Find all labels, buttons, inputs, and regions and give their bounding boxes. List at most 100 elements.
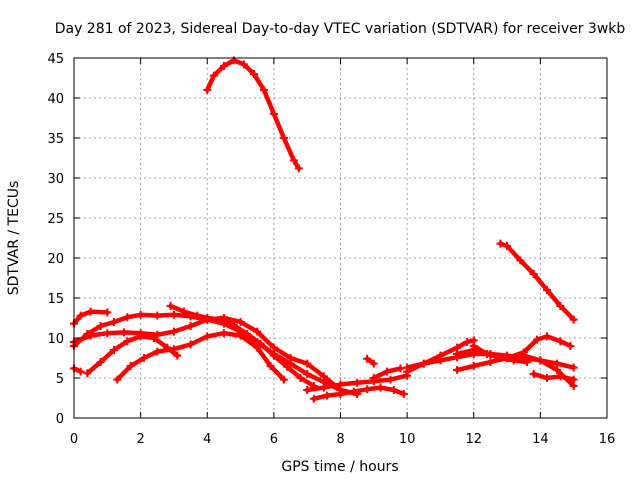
data-point (169, 327, 178, 336)
data-point (136, 310, 145, 319)
x-tick-label: 14 (532, 432, 549, 447)
series-track-9 (166, 302, 318, 390)
x-tick-label: 6 (270, 432, 278, 447)
data-series (70, 56, 578, 403)
data-point (303, 370, 312, 378)
x-tick-label: 4 (203, 432, 211, 447)
series-track-18 (469, 342, 532, 366)
x-tick-label: 2 (136, 432, 144, 447)
data-point (169, 345, 178, 354)
data-point (553, 366, 562, 374)
data-point (269, 110, 278, 118)
data-point (529, 370, 538, 378)
data-point (289, 156, 298, 165)
data-point (153, 311, 162, 320)
data-point (486, 358, 495, 366)
axes: 0 2 4 6 8 10 12 14 16 0 5 10 15 20 25 30 35 40 45 (47, 52, 615, 447)
data-point (249, 70, 258, 78)
data-point (566, 342, 575, 350)
data-point (363, 354, 372, 363)
data-point (369, 359, 378, 368)
data-point (139, 354, 148, 362)
data-point (126, 362, 135, 370)
data-point (303, 386, 312, 394)
data-point (283, 362, 292, 371)
data-point (353, 378, 362, 387)
data-point (173, 351, 182, 360)
series-line (498, 241, 576, 322)
data-point (543, 286, 552, 294)
y-tick-label: 40 (47, 92, 64, 107)
data-point (453, 350, 462, 358)
data-point (376, 383, 385, 392)
data-point (543, 374, 552, 382)
series-track-6 (70, 364, 85, 376)
data-point (193, 311, 202, 320)
data-point (319, 383, 328, 392)
series-line (71, 309, 110, 326)
y-tick-label: 15 (47, 292, 64, 307)
data-point (186, 340, 195, 349)
data-point (153, 347, 162, 356)
data-point (76, 367, 85, 376)
data-point (533, 335, 542, 344)
data-point (169, 310, 178, 319)
data-point (186, 322, 195, 330)
data-point (113, 375, 122, 384)
data-point (203, 86, 212, 94)
data-point (96, 322, 105, 330)
series-track-10 (309, 383, 408, 403)
series-track-19 (529, 370, 578, 384)
series-track-7 (83, 332, 182, 378)
series-track-8 (113, 329, 288, 384)
data-point (256, 339, 265, 348)
series-line (115, 330, 287, 382)
data-point (239, 60, 248, 69)
data-point (386, 375, 395, 384)
data-point (556, 372, 565, 381)
data-point (236, 318, 245, 326)
data-point (469, 342, 478, 350)
data-point (516, 256, 525, 265)
data-point (219, 329, 228, 338)
data-point (279, 375, 288, 384)
x-tick-label: 16 (599, 432, 616, 447)
data-point (523, 358, 532, 366)
data-point (76, 311, 85, 320)
data-point (96, 358, 105, 366)
data-point (203, 332, 212, 341)
x-tick-label: 10 (399, 432, 416, 447)
data-point (403, 363, 412, 372)
data-point (209, 71, 218, 80)
y-axis-label: SDTVAR / TECUs (6, 181, 22, 296)
data-point (109, 318, 118, 326)
data-point (436, 356, 445, 365)
x-tick-label: 8 (336, 432, 344, 447)
data-point (336, 380, 345, 389)
data-point (103, 329, 112, 338)
data-point (236, 331, 245, 340)
data-point (83, 330, 92, 338)
data-point (119, 328, 128, 337)
data-point (229, 321, 238, 330)
data-point (253, 327, 262, 336)
data-point (309, 394, 318, 403)
series-track-2 (496, 239, 578, 324)
data-point (266, 362, 275, 370)
data-point (399, 390, 408, 398)
data-point (336, 390, 345, 398)
data-point (569, 363, 578, 372)
data-point (569, 315, 578, 324)
series-line (85, 334, 180, 376)
data-point (149, 334, 158, 342)
y-tick-label: 45 (47, 52, 64, 67)
data-point (383, 367, 392, 376)
data-point (469, 362, 478, 370)
x-tick-label: 0 (70, 432, 78, 447)
data-point (83, 369, 92, 378)
series-track-12 (363, 354, 378, 368)
data-point (496, 239, 505, 248)
y-tick-label: 25 (47, 212, 64, 227)
y-tick-label: 10 (47, 332, 64, 347)
data-point (349, 387, 358, 396)
